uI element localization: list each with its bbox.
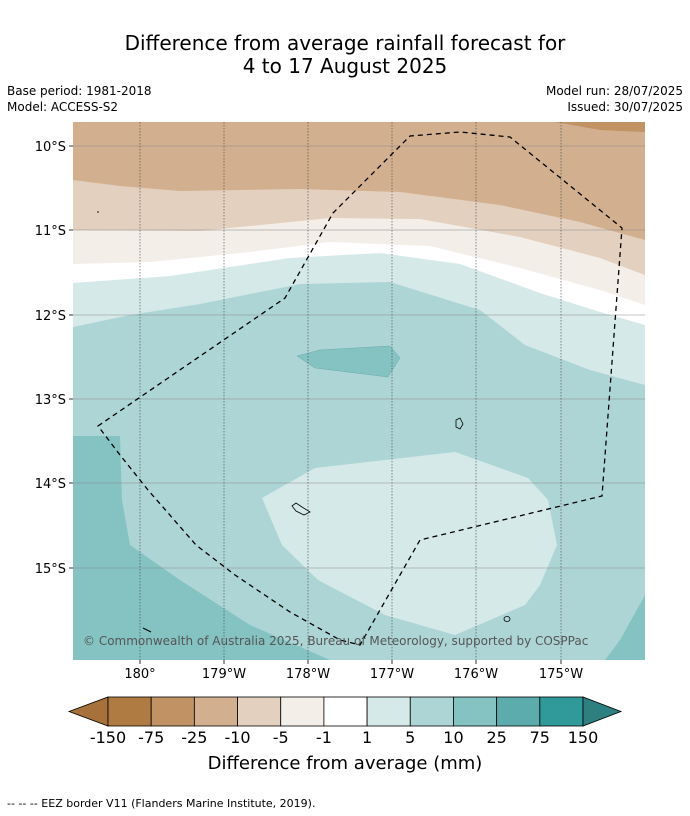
colorbar-tick-label: 25 — [486, 728, 506, 747]
colorbar-arrow-right — [583, 697, 621, 726]
lat-label: 11°S — [35, 224, 66, 239]
lon-label: 179°W — [202, 667, 246, 682]
colorbar-segment — [108, 697, 151, 726]
colorbar-label: Difference from average (mm) — [0, 753, 690, 774]
lon-label: 178°W — [286, 667, 330, 682]
colorbar-tick-label: 5 — [405, 728, 415, 747]
lon-label: 177°W — [370, 667, 414, 682]
lon-label: 180° — [124, 667, 155, 682]
colorbar-segment — [540, 697, 583, 726]
colorbar-tick-label: 75 — [530, 728, 550, 747]
lat-label: 10°S — [35, 140, 66, 155]
colorbar-segment — [151, 697, 194, 726]
colorbar-tick-labels: -150 -75 -25 -10 -5 -1 1 5 10 25 75 150 — [90, 728, 598, 747]
colorbar-tick-label: -25 — [181, 728, 207, 747]
longitude-labels: 180° 179°W 178°W 177°W 176°W 175°W — [124, 667, 583, 682]
lat-label: 15°S — [35, 562, 66, 577]
colorbar-segment — [453, 697, 496, 726]
colorbar — [69, 697, 621, 726]
colorbar-segment — [194, 697, 237, 726]
colorbar-segment — [238, 697, 281, 726]
colorbar-segment — [497, 697, 540, 726]
colorbar-segment — [324, 697, 367, 726]
colorbar-tick-label: 10 — [443, 728, 463, 747]
colorbar-tick-label: -75 — [138, 728, 164, 747]
copyright-text: © Commonwealth of Australia 2025, Bureau… — [83, 634, 588, 648]
colorbar-tick-label: -5 — [273, 728, 289, 747]
colorbar-tick-label: 150 — [568, 728, 599, 747]
latitude-labels: 10°S 11°S 12°S 13°S 14°S 15°S — [35, 140, 66, 577]
colorbar-tick-label: -150 — [90, 728, 126, 747]
lon-label: 175°W — [539, 667, 583, 682]
colorbar-tick-label: -10 — [224, 728, 250, 747]
island-outline — [97, 211, 99, 213]
colorbar-tick-label: 1 — [362, 728, 372, 747]
lon-label: 176°W — [454, 667, 498, 682]
lat-label: 13°S — [35, 393, 66, 408]
lat-label: 12°S — [35, 309, 66, 324]
colorbar-arrow-left — [69, 697, 108, 726]
colorbar-segment — [410, 697, 453, 726]
colorbar-segment — [281, 697, 324, 726]
lat-label: 14°S — [35, 477, 66, 492]
colorbar-tick-label: -1 — [316, 728, 332, 747]
map-figure: 10°S 11°S 12°S 13°S 14°S 15°S 180° 179°W… — [0, 0, 690, 816]
rainfall-map-area — [73, 122, 645, 660]
eez-footnote: -- -- -- EEZ border V11 (Flanders Marine… — [7, 797, 315, 810]
colorbar-segment — [367, 697, 410, 726]
